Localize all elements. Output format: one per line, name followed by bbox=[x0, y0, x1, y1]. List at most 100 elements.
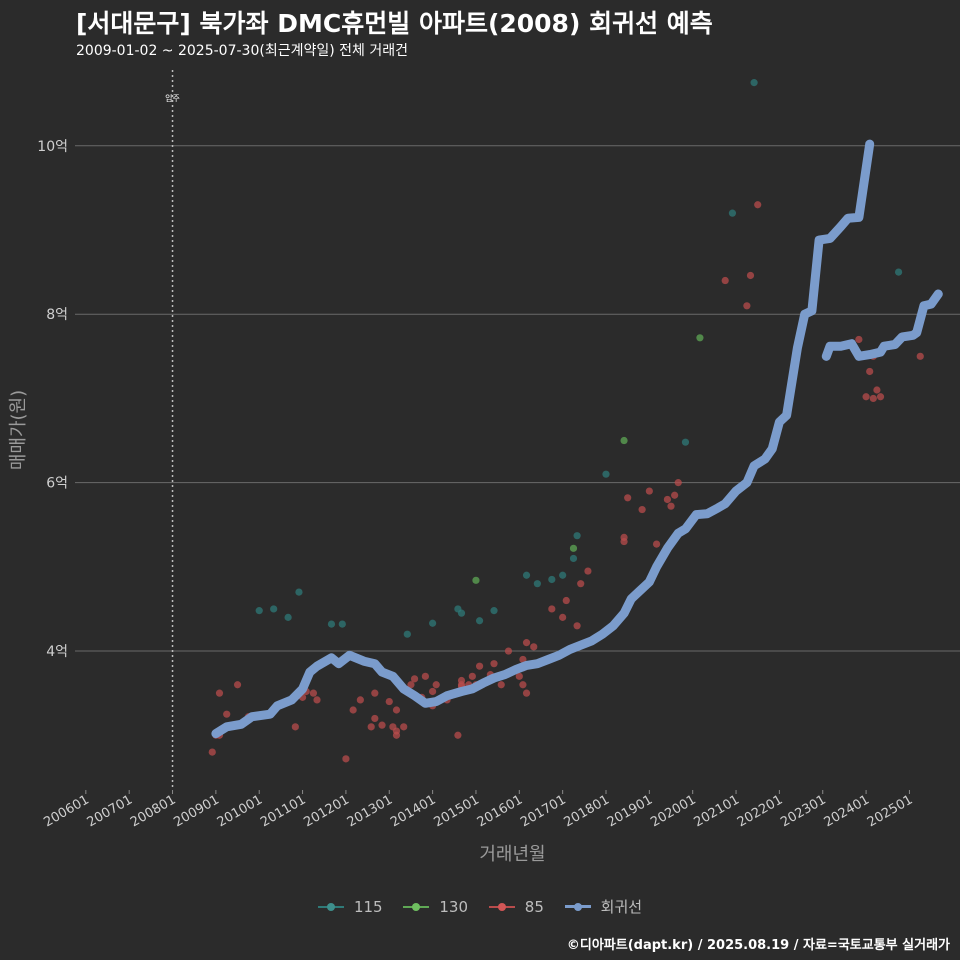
data-point-85 bbox=[522, 639, 531, 647]
legend-item-regression: 회귀선 bbox=[564, 896, 643, 917]
data-point-85 bbox=[515, 672, 523, 680]
data-point-85 bbox=[342, 755, 350, 763]
data-point-85 bbox=[559, 613, 567, 621]
legend-swatch-130 bbox=[403, 901, 430, 913]
data-point-115 bbox=[559, 571, 567, 579]
data-point-85 bbox=[862, 393, 870, 401]
data-point-115 bbox=[894, 268, 903, 276]
data-point-85 bbox=[385, 697, 393, 706]
y-tick-label: 8억 bbox=[46, 307, 68, 323]
data-point-85 bbox=[530, 643, 538, 651]
legend-item-115: 115 bbox=[317, 897, 383, 916]
data-point-115 bbox=[295, 588, 303, 596]
data-point-85 bbox=[429, 687, 437, 696]
data-point-115 bbox=[457, 609, 466, 617]
legend-label-85: 85 bbox=[524, 897, 544, 916]
data-point-85 bbox=[371, 689, 379, 697]
data-point-85 bbox=[233, 681, 242, 689]
y-tick-label: 6억 bbox=[46, 476, 68, 492]
x-tick-label: 201001 bbox=[215, 792, 265, 830]
data-point-85 bbox=[548, 605, 556, 613]
x-tick-label: 201101 bbox=[258, 792, 308, 830]
x-tick-label: 202101 bbox=[692, 792, 742, 830]
data-point-130 bbox=[569, 544, 578, 552]
legend-label-regression: 회귀선 bbox=[600, 898, 643, 916]
data-point-85 bbox=[378, 721, 386, 729]
data-point-85 bbox=[392, 727, 401, 735]
x-tick-label: 201701 bbox=[518, 792, 568, 830]
x-tick-label: 200801 bbox=[128, 792, 178, 830]
y-axis-title: 매매가(원) bbox=[8, 390, 29, 470]
data-point-85 bbox=[367, 723, 375, 731]
x-tick-label: 201501 bbox=[431, 792, 481, 830]
data-point-115 bbox=[475, 617, 484, 625]
legend-label-115: 115 bbox=[353, 897, 383, 916]
data-point-115 bbox=[533, 580, 541, 588]
chart-title: [서대문구] 북가좌 DMC휴먼빌 아파트(2008) 회귀선 예측 bbox=[76, 9, 713, 38]
data-point-85 bbox=[876, 393, 885, 401]
x-axis-title: 거래년월 bbox=[479, 844, 545, 865]
legend-swatch-85 bbox=[488, 901, 515, 913]
data-point-115 bbox=[403, 630, 411, 638]
data-point-85 bbox=[490, 660, 498, 668]
data-point-115 bbox=[522, 571, 531, 579]
data-point-85 bbox=[721, 276, 729, 285]
data-point-130 bbox=[620, 436, 628, 445]
data-point-115 bbox=[255, 607, 263, 615]
data-point-85 bbox=[522, 689, 531, 697]
data-point-85 bbox=[916, 352, 924, 360]
legend-swatch-regression bbox=[564, 901, 591, 913]
data-point-85 bbox=[504, 647, 513, 655]
x-tick-label: 201301 bbox=[345, 792, 395, 830]
data-point-85 bbox=[663, 495, 672, 504]
data-point-85 bbox=[400, 723, 408, 731]
x-tick-label: 201201 bbox=[301, 792, 351, 830]
data-point-85 bbox=[577, 580, 585, 588]
data-point-85 bbox=[313, 696, 321, 704]
data-point-85 bbox=[309, 689, 318, 697]
data-point-85 bbox=[454, 731, 462, 739]
data-point-115 bbox=[750, 79, 758, 87]
data-point-85 bbox=[746, 271, 755, 280]
legend: 115 130 85 회귀선 bbox=[0, 896, 960, 917]
data-point-115 bbox=[338, 620, 346, 628]
y-tick-label: 10억 bbox=[37, 139, 68, 155]
data-point-115 bbox=[327, 620, 336, 628]
data-point-85 bbox=[371, 714, 379, 723]
regression-line bbox=[211, 139, 875, 739]
data-point-85 bbox=[754, 201, 762, 209]
data-point-115 bbox=[490, 607, 498, 615]
x-tick-label: 201801 bbox=[562, 792, 612, 830]
data-point-85 bbox=[497, 681, 505, 689]
x-tick-label: 200701 bbox=[85, 792, 135, 830]
x-tick-label: 201901 bbox=[605, 792, 655, 830]
data-point-115 bbox=[429, 619, 437, 627]
data-point-85 bbox=[392, 706, 401, 714]
data-point-85 bbox=[645, 487, 653, 495]
data-point-85 bbox=[421, 672, 429, 680]
data-point-115 bbox=[728, 209, 737, 217]
data-point-85 bbox=[223, 710, 231, 718]
data-point-85 bbox=[743, 302, 751, 310]
data-point-85 bbox=[671, 491, 679, 499]
data-point-85 bbox=[475, 662, 484, 670]
chart-subtitle: 2009-01-02 ~ 2025-07-30(최근계약일) 전체 거래건 bbox=[76, 43, 408, 59]
data-point-115 bbox=[569, 554, 578, 563]
data-point-85 bbox=[432, 681, 440, 689]
x-tick-label: 201601 bbox=[475, 792, 525, 830]
legend-label-130: 130 bbox=[439, 897, 468, 916]
data-point-85 bbox=[468, 672, 476, 680]
legend-item-130: 130 bbox=[403, 898, 468, 916]
data-point-85 bbox=[407, 681, 415, 689]
data-point-85 bbox=[291, 723, 299, 731]
x-tick-label: 201401 bbox=[388, 792, 438, 830]
data-point-85 bbox=[667, 502, 675, 510]
data-point-85 bbox=[356, 696, 364, 704]
data-point-85 bbox=[215, 689, 224, 697]
data-point-130 bbox=[472, 576, 480, 584]
data-point-115 bbox=[573, 532, 581, 540]
move-in-label: 입주 bbox=[165, 94, 180, 103]
data-point-85 bbox=[457, 676, 466, 685]
data-point-115 bbox=[548, 575, 556, 584]
regression-line bbox=[821, 289, 943, 361]
